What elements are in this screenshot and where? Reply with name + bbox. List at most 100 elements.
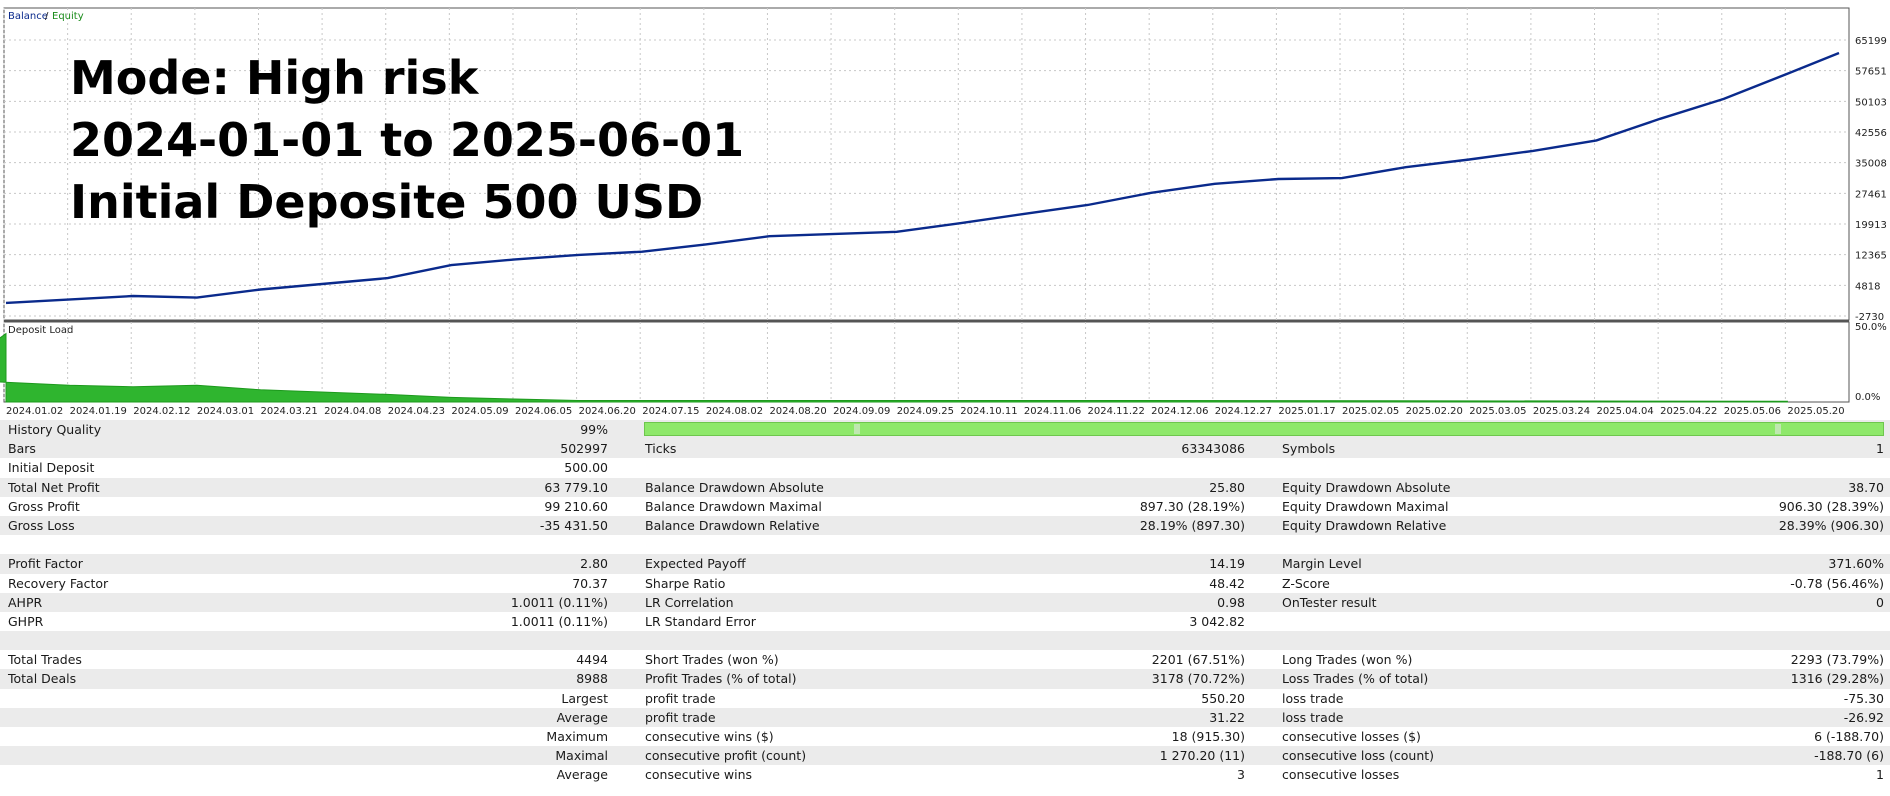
x-tick-label: 2024.11.06 xyxy=(1024,406,1081,416)
report-label-col2: profit trade xyxy=(645,709,716,725)
report-value-col1: 70.37 xyxy=(572,575,608,591)
x-tick-label: 2024.09.25 xyxy=(897,406,954,416)
report-value-col3: 28.39% (906.30) xyxy=(1778,517,1884,533)
report-label-col1: Total Net Profit xyxy=(8,479,100,495)
report-value-col2: 3 042.82 xyxy=(1189,613,1245,629)
x-tick-label: 2024.03.21 xyxy=(260,406,317,416)
report-label-col1: Total Trades xyxy=(8,652,82,668)
y-tick-label: 19913 xyxy=(1855,220,1887,231)
report-value-col1: 1.0011 (0.11%) xyxy=(510,594,608,610)
x-tick-label: 2024.03.01 xyxy=(197,406,254,416)
x-tick-label: 2024.11.22 xyxy=(1088,406,1145,416)
history-quality-value: 99% xyxy=(580,422,608,437)
report-label-col3: consecutive loss (count) xyxy=(1282,748,1435,764)
report-value-col2: 0.98 xyxy=(1217,594,1245,610)
report-value-col1: 1.0011 (0.11%) xyxy=(510,613,608,629)
report-row xyxy=(0,535,1890,554)
deposit-load-y-tick: 50.0% xyxy=(1855,322,1887,333)
x-tick-label: 2024.04.08 xyxy=(324,406,381,416)
report-value-col1: Maximal xyxy=(555,748,608,764)
x-tick-label: 2024.06.05 xyxy=(515,406,572,416)
report-label-col1: Gross Loss xyxy=(8,517,75,533)
report-value-col1: 2.80 xyxy=(580,556,608,572)
x-tick-label: 2024.08.20 xyxy=(769,406,826,416)
report-value-col3: 1 xyxy=(1876,767,1884,783)
history-quality-row: History Quality 99% xyxy=(0,420,1890,440)
overlay-mode-text: Mode: High risk xyxy=(70,51,479,105)
report-value-col1: 500.00 xyxy=(564,460,608,476)
main-plot-frame xyxy=(3,7,1850,321)
deposit-load-frame xyxy=(3,321,1850,403)
report-value-col3: 1316 (29.28%) xyxy=(1790,671,1884,687)
report-value-col2: 1 270.20 (11) xyxy=(1159,748,1245,764)
y-tick-label: 12365 xyxy=(1855,251,1887,262)
report-label-col1: Recovery Factor xyxy=(8,575,109,591)
x-tick-label: 2025.03.24 xyxy=(1533,406,1590,416)
report-row: Total Deals 8988 Profit Trades (% of total… xyxy=(0,669,1890,689)
x-tick-label: 2024.12.06 xyxy=(1151,406,1208,416)
report-label-col2: consecutive wins ($) xyxy=(645,729,774,744)
report-label-col2: consecutive wins xyxy=(645,767,753,783)
report-label-col3: loss trade xyxy=(1282,709,1344,725)
report-label-col1: Bars xyxy=(8,441,36,457)
legend-separator: / xyxy=(45,11,49,22)
report-value-col3: 6 (-188.70) xyxy=(1814,729,1884,744)
report-label-col1: GHPR xyxy=(8,613,44,629)
x-tick-label: 2025.05.20 xyxy=(1787,406,1844,416)
report-value-col1: -35 431.50 xyxy=(539,517,608,533)
x-tick-label: 2024.12.27 xyxy=(1215,406,1272,416)
report-label-col3: Loss Trades (% of total) xyxy=(1282,671,1429,687)
report-row: Maximum consecutive wins ($) 18 (915.30) co… xyxy=(0,727,1890,746)
x-tick-label: 2024.07.15 xyxy=(642,406,699,416)
y-tick-label: 27461 xyxy=(1855,189,1887,200)
report-value-col2: 897.30 (28.19%) xyxy=(1139,498,1245,514)
y-tick-label: 50103 xyxy=(1855,97,1887,108)
report-row: Average consecutive wins 3 consecutive loss… xyxy=(0,765,1890,784)
report-value-col3: 2293 (73.79%) xyxy=(1790,652,1884,668)
report-value-col2: 63343086 xyxy=(1181,441,1245,457)
report-value-col3: -188.70 (6) xyxy=(1814,748,1884,764)
x-tick-label: 2024.01.02 xyxy=(6,406,63,416)
x-tick-label: 2025.02.20 xyxy=(1406,406,1463,416)
x-tick-label: 2024.01.19 xyxy=(70,406,127,416)
report-label-col2: Balance Drawdown Absolute xyxy=(645,479,824,495)
x-tick-label: 2025.03.05 xyxy=(1469,406,1526,416)
report-value-col1: Maximum xyxy=(546,729,608,744)
report-row: Largest profit trade 550.20 loss trade -75.3… xyxy=(0,689,1890,708)
x-tick-label: 2025.04.04 xyxy=(1597,406,1654,416)
history-quality-label: History Quality xyxy=(8,422,102,437)
deposit-load-title: Deposit Load xyxy=(8,325,73,336)
report-label-col3: loss trade xyxy=(1282,690,1344,706)
deposit-load-y-tick: 0.0% xyxy=(1855,392,1880,403)
report-label-col3: OnTester result xyxy=(1282,594,1377,610)
y-tick-label: 65199 xyxy=(1855,36,1887,47)
x-tick-label: 2024.06.20 xyxy=(579,406,636,416)
report-label-col2: LR Standard Error xyxy=(645,613,756,629)
quality-bar-mark xyxy=(854,424,860,434)
report-label-col3: Equity Drawdown Relative xyxy=(1282,517,1447,533)
x-tick-label: 2025.02.05 xyxy=(1342,406,1399,416)
report-table: History Quality 99% Bars 502997 Ticks 63343… xyxy=(0,420,1890,785)
report-label-col3: Margin Level xyxy=(1282,556,1362,572)
report-value-col1: 99 210.60 xyxy=(544,498,608,514)
report-value-col1: Average xyxy=(556,767,608,783)
report-row: Gross Profit 99 210.60 Balance Drawdown Ma… xyxy=(0,497,1890,516)
x-tick-label: 2025.01.17 xyxy=(1278,406,1335,416)
report-value-col3: -26.92 xyxy=(1843,709,1884,725)
report-value-col2: 25.80 xyxy=(1209,479,1245,495)
report-value-col2: 48.42 xyxy=(1209,575,1245,591)
report-label-col1: Profit Factor xyxy=(8,556,83,572)
report-value-col2: 3 xyxy=(1237,767,1245,783)
report-label-col3: Symbols xyxy=(1282,441,1336,457)
report-row: Average profit trade 31.22 loss trade -26.92 xyxy=(0,707,1890,727)
report-value-col1: 8988 xyxy=(576,671,608,687)
report-value-col1: 63 779.10 xyxy=(544,479,608,495)
report-value-col1: 4494 xyxy=(576,652,608,668)
x-tick-label: 2024.08.02 xyxy=(706,406,763,416)
report-label-col1: Total Deals xyxy=(8,671,77,687)
report-row: Recovery Factor 70.37 Sharpe Ratio 48.42 Z-S… xyxy=(0,574,1890,593)
report-label-col2: Expected Payoff xyxy=(645,556,746,572)
report-label-col2: Sharpe Ratio xyxy=(645,575,726,591)
report-label-col2: Balance Drawdown Relative xyxy=(645,517,820,533)
report-row: GHPR 1.0011 (0.11%) LR Standard Error 3 042… xyxy=(0,612,1890,631)
